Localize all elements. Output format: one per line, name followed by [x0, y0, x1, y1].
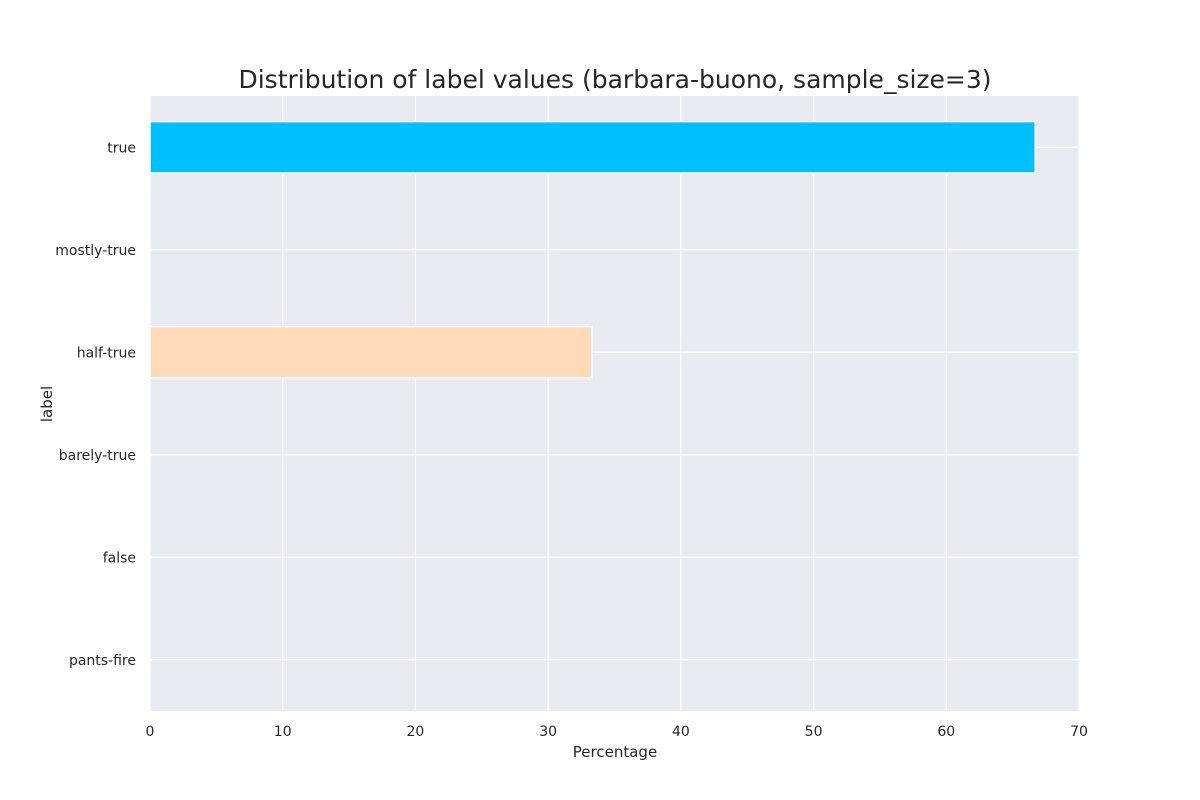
x-tick-label: 40 — [672, 724, 690, 740]
y-tick-label: true — [107, 140, 136, 156]
bar-true — [149, 120, 1036, 174]
y-tick-label: half-true — [77, 345, 136, 361]
y-tick-label: barely-true — [59, 448, 136, 464]
plot-area — [150, 96, 1079, 711]
x-tick-label: 20 — [407, 724, 425, 740]
bars — [149, 120, 1036, 379]
x-tick-label: 0 — [146, 724, 155, 740]
bar-half-true — [149, 325, 593, 379]
x-tick-labels: 0 10 20 30 40 50 60 70 — [146, 724, 1088, 740]
x-tick-label: 50 — [805, 724, 823, 740]
x-axis-label: Percentage — [573, 743, 657, 761]
y-tick-label: pants-fire — [69, 653, 136, 669]
y-axis-label: label — [38, 386, 56, 422]
y-tick-label: false — [103, 550, 136, 566]
y-tick-labels: true mostly-true half-true barely-true false… — [55, 140, 136, 669]
chart-title: Distribution of label values (barbara-bu… — [238, 65, 991, 94]
x-tick-label: 10 — [274, 724, 292, 740]
x-tick-label: 70 — [1070, 724, 1088, 740]
x-tick-label: 60 — [937, 724, 955, 740]
y-tick-label: mostly-true — [55, 243, 136, 259]
x-tick-label: 30 — [539, 724, 557, 740]
